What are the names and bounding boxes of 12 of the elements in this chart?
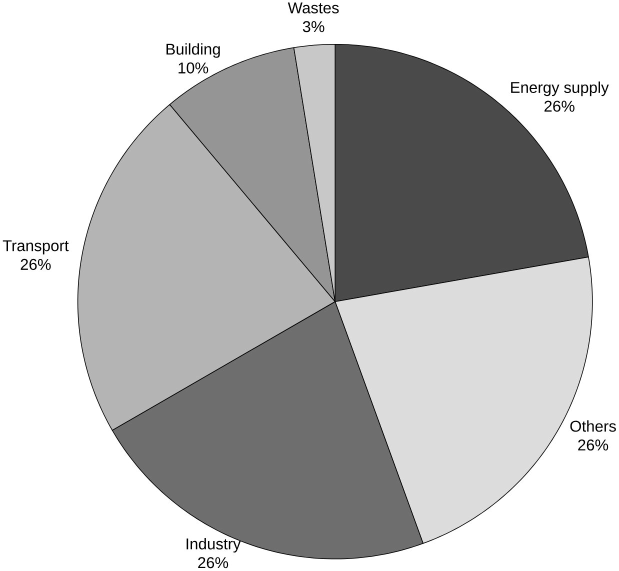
data-label: 3%	[302, 21, 324, 32]
data-label: 10%	[178, 62, 208, 74]
slice-label: Wastes	[288, 2, 339, 14]
slice-label: Industry	[186, 538, 241, 553]
slice-label: Others	[570, 420, 616, 432]
slice-label: Energy supply	[511, 82, 609, 96]
slice-label: Building	[166, 43, 220, 58]
slice-label: Transport	[2, 240, 69, 254]
data-label: 26%	[544, 100, 574, 112]
data-label: 26%	[198, 557, 228, 568]
data-label: 26%	[20, 259, 51, 270]
data-label: 26%	[578, 440, 608, 451]
